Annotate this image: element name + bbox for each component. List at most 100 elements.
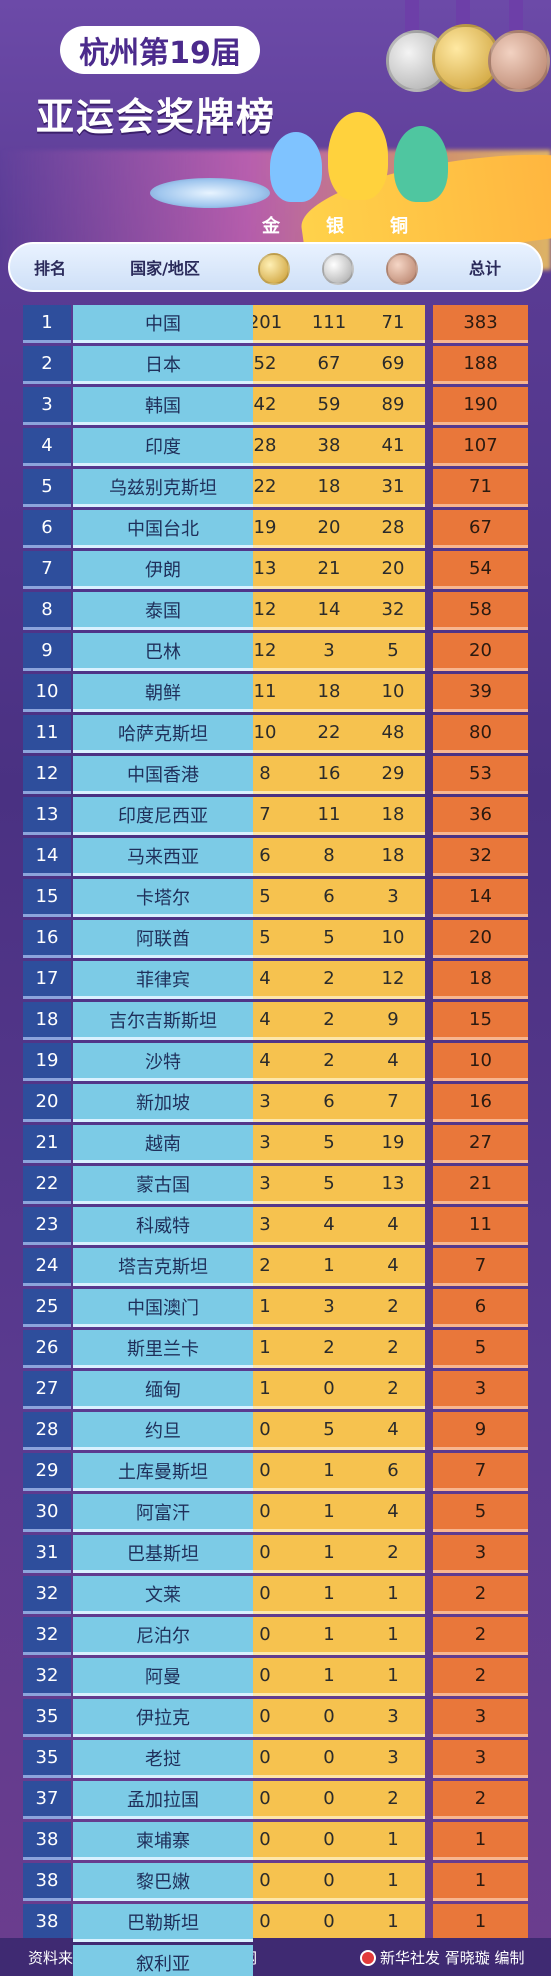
- total-cell: 10: [433, 1043, 528, 1081]
- bronze-cell: 4: [361, 1494, 425, 1532]
- total-cell: 2: [433, 1617, 528, 1655]
- rank-cell: 13: [23, 797, 71, 835]
- rank-cell: 1: [23, 305, 71, 343]
- bronze-cell: 19: [361, 1125, 425, 1163]
- total-cell: 71: [433, 469, 528, 507]
- silver-cell: 0: [297, 1781, 361, 1819]
- silver-cell: 18: [297, 469, 361, 507]
- bronze-cell: 1: [361, 1822, 425, 1860]
- silver-cell: 14: [297, 592, 361, 630]
- silver-cell: 1: [297, 1576, 361, 1614]
- silver-cell: 6: [297, 1084, 361, 1122]
- total-cell: 3: [433, 1535, 528, 1573]
- gold-medal-icon: [258, 253, 290, 285]
- table-row: 7 伊朗 13 21 20 54: [23, 551, 528, 589]
- silver-cell: 1: [297, 1453, 361, 1491]
- country-cell: 叙利亚: [73, 1945, 253, 1976]
- country-cell: 土库曼斯坦: [73, 1453, 253, 1491]
- total-cell: 2: [433, 1781, 528, 1819]
- country-cell: 哈萨克斯坦: [73, 715, 253, 753]
- total-cell: 39: [433, 674, 528, 712]
- rank-cell: 8: [23, 592, 71, 630]
- ribbon-decoration: [405, 0, 419, 32]
- silver-cell: 0: [297, 1740, 361, 1778]
- table-row: 38 黎巴嫩 0 0 1 1: [23, 1863, 528, 1901]
- country-cell: 巴勒斯坦: [73, 1904, 253, 1942]
- silver-cell: 2: [297, 1043, 361, 1081]
- country-cell: 尼泊尔: [73, 1617, 253, 1655]
- bronze-cell: 1: [361, 1617, 425, 1655]
- rank-cell: 37: [23, 1781, 71, 1819]
- silver-cell: 0: [297, 1904, 361, 1942]
- silver-cell: 67: [297, 346, 361, 384]
- total-cell: 5: [433, 1330, 528, 1368]
- table-row: 5 乌兹别克斯坦 22 18 31 71: [23, 469, 528, 507]
- silver-cell: 11: [297, 797, 361, 835]
- rank-cell: 7: [23, 551, 71, 589]
- xinhua-logo-icon: [360, 1949, 376, 1966]
- rank-cell: 11: [23, 715, 71, 753]
- total-cell: 53: [433, 756, 528, 794]
- bronze-cell: 2: [361, 1289, 425, 1327]
- bronze-cell: 3: [361, 1699, 425, 1737]
- rank-cell: 19: [23, 1043, 71, 1081]
- table-row: 35 伊拉克 0 0 3 3: [23, 1699, 528, 1737]
- bronze-cell: 1: [361, 1576, 425, 1614]
- bronze-cell: 28: [361, 510, 425, 548]
- country-cell: 柬埔寨: [73, 1822, 253, 1860]
- total-cell: 7: [433, 1248, 528, 1286]
- rank-cell: 21: [23, 1125, 71, 1163]
- country-cell: 阿曼: [73, 1658, 253, 1696]
- country-cell: 伊朗: [73, 551, 253, 589]
- rank-cell: 25: [23, 1289, 71, 1327]
- table-row: 19 沙特 4 2 4 10: [23, 1043, 528, 1081]
- bronze-cell: 13: [361, 1166, 425, 1204]
- bronze-medal-icon: [386, 253, 418, 285]
- total-cell: 21: [433, 1166, 528, 1204]
- country-cell: 韩国: [73, 387, 253, 425]
- country-cell: 印度尼西亚: [73, 797, 253, 835]
- country-cell: 阿联酋: [73, 920, 253, 958]
- table-row: 31 巴基斯坦 0 1 2 3: [23, 1535, 528, 1573]
- rank-cell: 2: [23, 346, 71, 384]
- rank-cell: 31: [23, 1535, 71, 1573]
- rank-cell: 35: [23, 1740, 71, 1778]
- silver-cell: 38: [297, 428, 361, 466]
- country-cell: 乌兹别克斯坦: [73, 469, 253, 507]
- table-row: 10 朝鲜 11 18 10 39: [23, 674, 528, 712]
- bronze-cell: 71: [361, 305, 425, 343]
- table-row: 12 中国香港 8 16 29 53: [23, 756, 528, 794]
- table-row: 32 阿曼 0 1 1 2: [23, 1658, 528, 1696]
- silver-cell: 2: [297, 961, 361, 999]
- rank-cell: 22: [23, 1166, 71, 1204]
- table-row: 16 阿联酋 5 5 10 20: [23, 920, 528, 958]
- total-cell: 67: [433, 510, 528, 548]
- stadium-image: [150, 178, 270, 208]
- country-cell: 塔吉克斯坦: [73, 1248, 253, 1286]
- silver-cell: 18: [297, 674, 361, 712]
- total-cell: 20: [433, 920, 528, 958]
- table-row: 20 新加坡 3 6 7 16: [23, 1084, 528, 1122]
- rank-cell: 10: [23, 674, 71, 712]
- total-cell: 16: [433, 1084, 528, 1122]
- header-total: 总计: [468, 259, 501, 278]
- silver-cell: 2: [297, 1002, 361, 1040]
- rank-cell: 38: [23, 1863, 71, 1901]
- silver-cell: 0: [297, 1371, 361, 1409]
- table-row: 13 印度尼西亚 7 11 18 36: [23, 797, 528, 835]
- silver-cell: 3: [297, 633, 361, 671]
- bronze-cell: 1: [361, 1658, 425, 1696]
- table-row: 38 巴勒斯坦 0 0 1 1: [23, 1904, 528, 1942]
- table-row: 30 阿富汗 0 1 4 5: [23, 1494, 528, 1532]
- total-cell: 188: [433, 346, 528, 384]
- country-cell: 菲律宾: [73, 961, 253, 999]
- silver-cell: 22: [297, 715, 361, 753]
- silver-cell: 21: [297, 551, 361, 589]
- table-row: 11 哈萨克斯坦 10 22 48 80: [23, 715, 528, 753]
- bronze-cell: 2: [361, 1371, 425, 1409]
- bronze-cell: 4: [361, 1248, 425, 1286]
- table-row: 17 菲律宾 4 2 12 18: [23, 961, 528, 999]
- silver-cell: 16: [297, 756, 361, 794]
- ribbon-decoration: [509, 0, 523, 32]
- total-cell: 3: [433, 1740, 528, 1778]
